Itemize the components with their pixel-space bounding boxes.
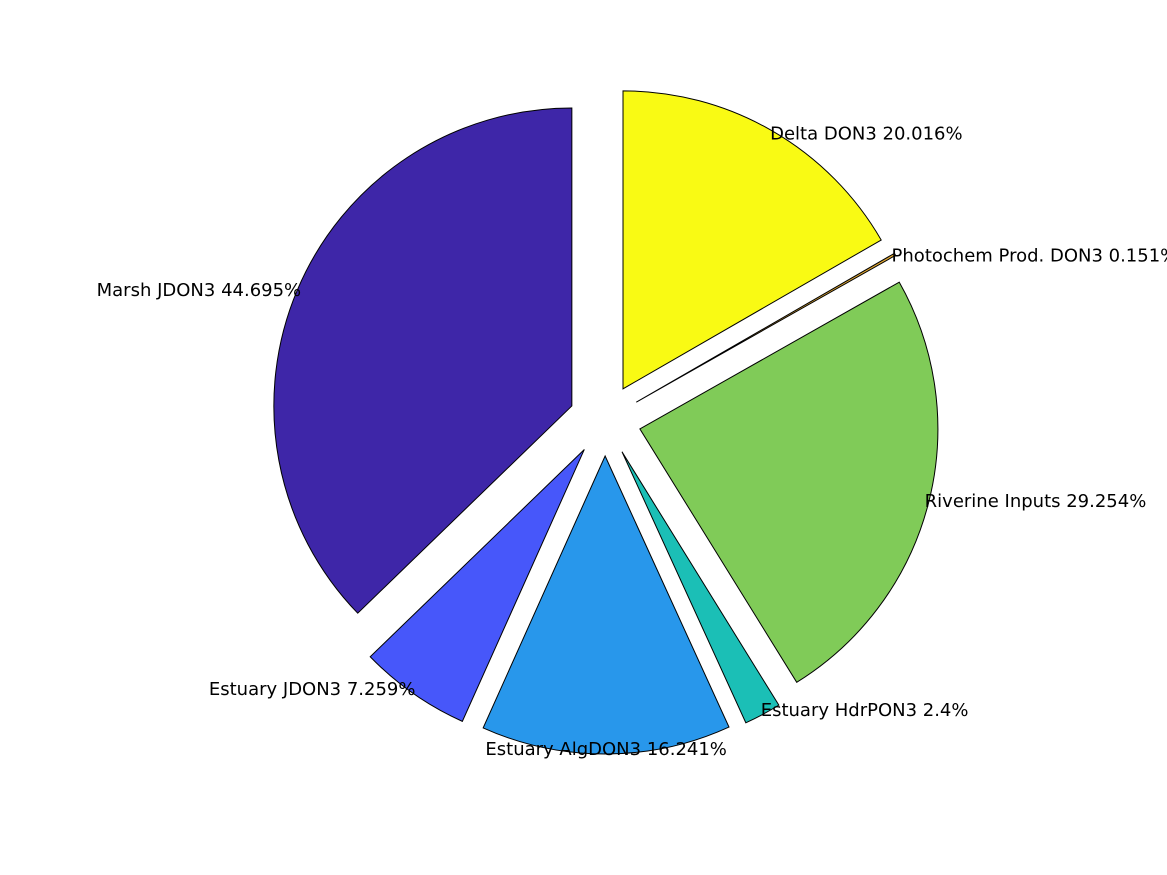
slice-label: Riverine Inputs 29.254% xyxy=(925,491,1147,512)
slice-label: Estuary JDON3 7.259% xyxy=(209,679,416,700)
pie-slice xyxy=(273,107,573,614)
slice-label: Estuary AlgDON3 16.241% xyxy=(485,739,727,760)
pie-slice xyxy=(482,454,730,755)
pie-slice xyxy=(621,451,780,724)
pie-slice xyxy=(369,449,585,723)
slice-label: Marsh JDON3 44.695% xyxy=(97,280,302,301)
pie-slice xyxy=(639,281,939,684)
pie-labels: Delta DON3 20.016% Photochem Prod. DON3 0… xyxy=(97,123,1167,760)
pie-slice xyxy=(622,90,882,390)
slice-label: Delta DON3 20.016% xyxy=(770,123,963,144)
slice-label: Estuary HdrPON3 2.4% xyxy=(761,700,969,721)
slice-label: Photochem Prod. DON3 0.151% xyxy=(892,245,1167,266)
pie-slices xyxy=(273,90,939,755)
pie-slice xyxy=(636,252,897,403)
